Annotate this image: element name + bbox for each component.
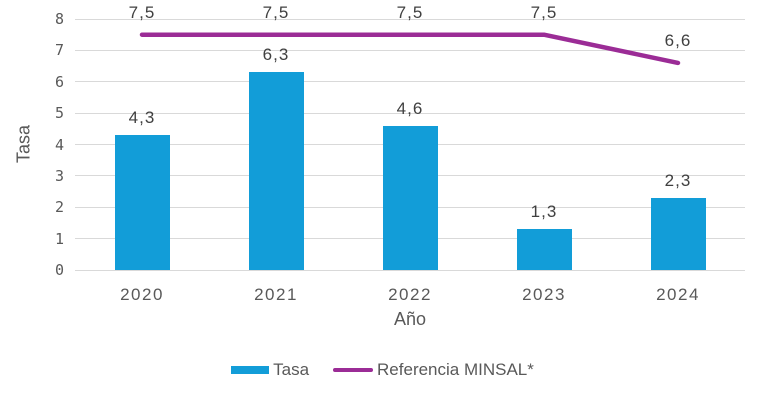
y-tick-label: 0	[54, 261, 64, 279]
legend-line-swatch	[333, 368, 374, 372]
reference-line	[139, 32, 681, 66]
bar-2020	[114, 135, 170, 270]
legend-label-tasa: Tasa	[273, 360, 310, 379]
bar-value-label: 2,3	[664, 170, 692, 190]
gridline	[75, 49, 745, 51]
gridline	[75, 269, 745, 271]
line-value-label: 6,6	[664, 30, 692, 50]
y-tick-label: 5	[54, 104, 64, 123]
legend-label-referencia-minsal: Referencia MINSAL*	[377, 360, 534, 379]
bar-2022	[382, 125, 438, 270]
bar-2023	[516, 229, 572, 270]
y-tick-label: 6	[54, 72, 64, 91]
legend-bar-swatch	[231, 366, 270, 374]
legend-item-referencia-minsal: Referencia MINSAL*	[333, 360, 534, 380]
bar-value-label: 1,3	[530, 202, 558, 222]
y-tick-label: 2	[54, 198, 64, 217]
gridline	[75, 81, 745, 83]
bar-2024	[650, 197, 706, 270]
legend: Tasa Referencia MINSAL*	[0, 360, 765, 380]
gridline	[75, 112, 745, 114]
line-value-label: 7,5	[530, 2, 558, 22]
line-value-label: 7,5	[262, 2, 290, 22]
x-tick-label: 2024	[656, 285, 700, 304]
x-tick-label: 2023	[522, 285, 566, 304]
line-value-label: 7,5	[128, 2, 156, 22]
bar-2021	[248, 72, 304, 270]
x-tick-label: 2020	[120, 285, 164, 304]
y-tick-label: 8	[54, 10, 64, 28]
bar-value-label: 4,3	[128, 108, 156, 128]
x-tick-label: 2021	[254, 285, 298, 304]
y-tick-label: 1	[54, 229, 64, 248]
gridline	[75, 18, 745, 20]
y-tick-label: 7	[54, 41, 64, 60]
bar-value-label: 4,6	[396, 98, 424, 118]
y-tick-label: 4	[54, 135, 64, 154]
legend-item-tasa: Tasa	[231, 360, 309, 380]
line-value-label: 7,5	[396, 2, 424, 22]
x-tick-label: 2022	[388, 285, 432, 304]
bar-value-label: 6,3	[262, 45, 290, 65]
x-axis-title: Año	[393, 309, 427, 329]
y-tick-label: 3	[54, 166, 64, 185]
